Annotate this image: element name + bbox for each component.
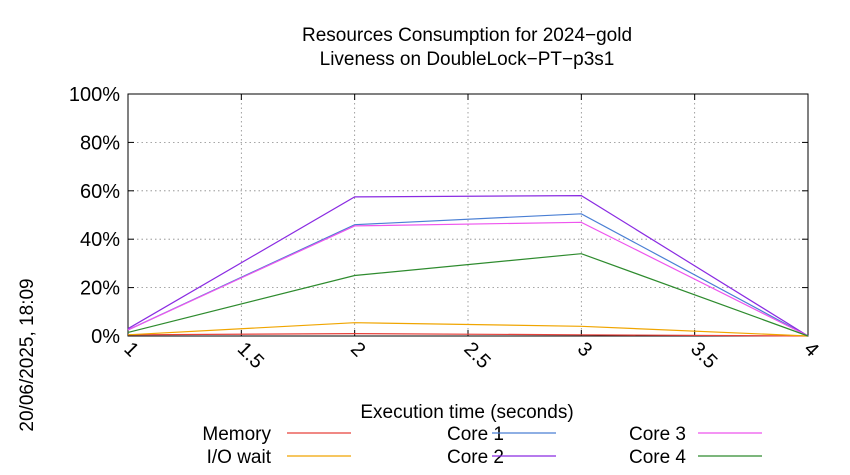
y-tick-label: 100% <box>69 84 120 106</box>
series-line-memory <box>127 332 809 337</box>
grid <box>128 94 808 336</box>
series-line-core-3 <box>127 221 809 337</box>
chart-title: Resources Consumption for 2024−gold <box>302 25 632 46</box>
x-tick-label: 2 <box>346 338 369 361</box>
axis-ticks: 0% 20% 40% 60% 80% 100% 1 1.5 2 2.5 3 3.5 4 <box>69 84 823 373</box>
legend-label: Memory <box>202 424 271 445</box>
x-tick-label: 3 <box>573 338 596 361</box>
y-tick-label: 60% <box>80 181 120 203</box>
y-tick-label: 0% <box>91 326 120 348</box>
x-tick-label: 3.5 <box>686 338 721 373</box>
legend-label: I/O wait <box>207 447 272 468</box>
y-tick-label: 80% <box>80 132 120 154</box>
timestamp-label: 20/06/2025, 18:09 <box>17 278 38 431</box>
x-tick-label: 4 <box>799 338 822 361</box>
x-axis-label: Execution time (seconds) <box>360 402 573 423</box>
y-tick-label: 40% <box>80 229 120 251</box>
series-line-i-o-wait <box>127 322 809 337</box>
series-line-core-2 <box>127 194 809 337</box>
legend-label: Core 1 <box>447 424 504 445</box>
series-line-core-4 <box>127 253 809 337</box>
legend-label: Core 3 <box>629 424 686 445</box>
chart-subtitle: Liveness on DoubleLock−PT−p3s1 <box>320 49 615 70</box>
series-lines <box>127 194 809 337</box>
x-tick-label: 1.5 <box>233 338 268 373</box>
y-tick-label: 20% <box>80 278 120 300</box>
x-tick-label: 1 <box>119 338 142 361</box>
legend-label: Core 4 <box>629 447 686 468</box>
x-tick-label: 2.5 <box>459 338 494 373</box>
legend-label: Core 2 <box>447 447 504 468</box>
